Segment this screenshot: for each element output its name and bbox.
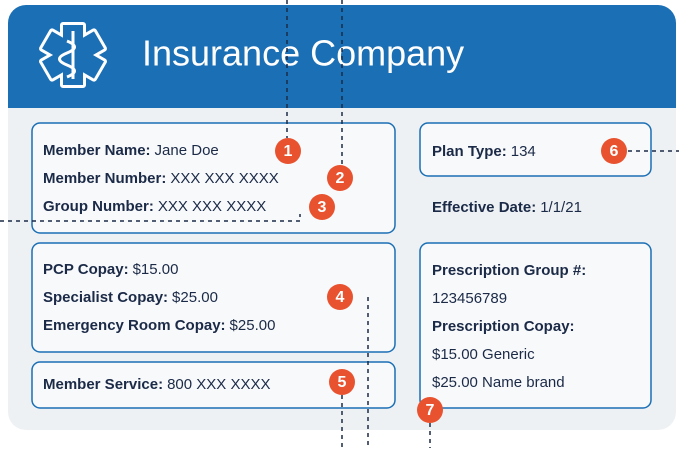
- copay-field: Specialist Copay: $25.00: [43, 289, 218, 306]
- member-info-box: [31, 122, 396, 234]
- field-value: 1/1/21: [540, 199, 582, 216]
- callout-number: 1: [284, 143, 293, 160]
- callout-number: 7: [426, 402, 435, 419]
- callout-badge: [327, 165, 353, 191]
- callout-number: 2: [336, 170, 345, 187]
- callout-badge: [601, 138, 627, 164]
- prescription-copay-label: Prescription Copay:: [432, 318, 575, 335]
- callout-badge: [275, 138, 301, 164]
- callout-badge: [327, 284, 353, 310]
- field-label: Member Name:: [43, 142, 151, 159]
- field-label: Specialist Copay:: [43, 289, 168, 306]
- field-label: Member Service:: [43, 376, 163, 393]
- card-title: Insurance Company: [142, 33, 464, 74]
- prescription-box: [419, 242, 652, 409]
- field-value: XXX XXX XXXX: [170, 170, 278, 187]
- member-field: Group Number: XXX XXX XXXX: [43, 198, 266, 215]
- member-field: Member Number: XXX XXX XXXX: [43, 170, 279, 187]
- star-of-life-icon: [39, 22, 107, 88]
- prescription-copay-value: $25.00 Name brand: [432, 374, 565, 391]
- effective-date-field: Effective Date: 1/1/21: [432, 199, 582, 216]
- field-label: Group Number:: [43, 198, 154, 215]
- copay-field: Emergency Room Copay: $25.00: [43, 317, 275, 334]
- callout-number: 3: [318, 199, 327, 216]
- member-service-field: Member Service: 800 XXX XXXX: [43, 376, 270, 393]
- field-label: Plan Type:: [432, 143, 507, 160]
- callout-number: 5: [338, 374, 347, 391]
- field-value: 134: [511, 143, 536, 160]
- field-value: $25.00: [172, 289, 218, 306]
- plan-type-field: Plan Type: 134: [432, 143, 536, 160]
- callout-number: 4: [336, 289, 345, 306]
- field-label: Member Number:: [43, 170, 166, 187]
- prescription-group-label: Prescription Group #:: [432, 262, 586, 279]
- callout-number: 6: [610, 143, 619, 160]
- copay-box: [31, 242, 396, 353]
- field-value: $25.00: [230, 317, 276, 334]
- field-value: XXX XXX XXXX: [158, 198, 266, 215]
- callout-badge: [417, 397, 443, 423]
- member-field: Member Name: Jane Doe: [43, 142, 219, 159]
- field-label: Effective Date:: [432, 199, 536, 216]
- callout-badge: [329, 369, 355, 395]
- prescription-group-value: 123456789: [432, 290, 507, 307]
- field-value: $15.00: [133, 261, 179, 278]
- plan-type-box: [419, 122, 652, 177]
- prescription-copay-value: $15.00 Generic: [432, 346, 535, 363]
- member-service-box: [31, 361, 396, 409]
- copay-field: PCP Copay: $15.00: [43, 261, 178, 278]
- field-value: Jane Doe: [155, 142, 219, 159]
- field-label: PCP Copay:: [43, 261, 129, 278]
- field-label: Emergency Room Copay:: [43, 317, 226, 334]
- field-value: 800 XXX XXXX: [167, 376, 270, 393]
- callout-badge: [309, 194, 335, 220]
